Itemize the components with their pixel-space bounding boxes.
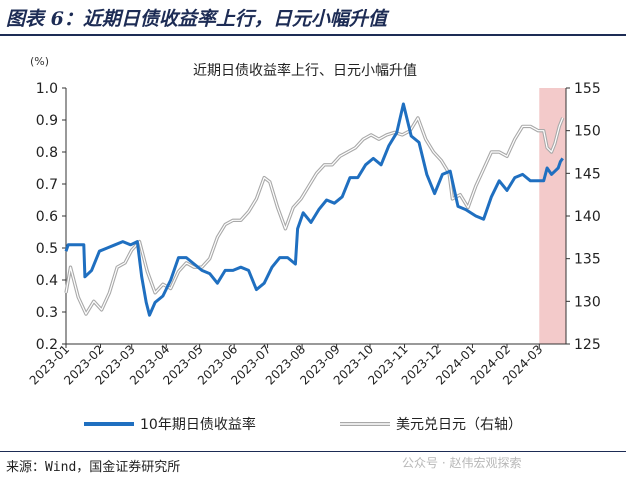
x-axis: 2023-012023-022023-032023-042023-052023-… — [27, 342, 546, 387]
highlight-band — [539, 88, 566, 344]
right-tick-label: 135 — [574, 252, 601, 268]
left-tick-label: 0.5 — [36, 241, 58, 257]
left-tick-label: 0.7 — [36, 177, 58, 193]
left-tick-label: 1.0 — [36, 81, 58, 97]
chart: 1.0 0.9 0.8 0.7 0.6 0.5 0.4 0.3 0.2 155 150 145 140… — [27, 55, 601, 433]
left-tick-label: 0.6 — [36, 209, 58, 225]
series-usdjpy-line-inner — [65, 117, 564, 315]
right-tick-label: 145 — [574, 166, 601, 182]
left-tick-label: 0.3 — [36, 305, 58, 321]
left-tick-label: 0.8 — [36, 145, 58, 161]
source-note: 来源：Wind，国金证券研究所 — [6, 460, 181, 475]
left-tick-label: 0.2 — [36, 337, 58, 353]
left-axis: 1.0 0.9 0.8 0.7 0.6 0.5 0.4 0.3 0.2 — [36, 81, 66, 353]
title-rule — [0, 34, 626, 36]
legend-label-usdjpy: 美元兑日元（右轴） — [396, 417, 522, 433]
figure-title: 图表 6：近期日债收益率上行，日元小幅升值 — [6, 8, 387, 30]
left-tick-label: 0.4 — [36, 273, 58, 289]
watermark: 公众号 · 赵伟宏观探索 — [402, 456, 522, 470]
chart-title: 近期日债收益率上行、日元小幅升值 — [193, 62, 417, 79]
left-tick-label: 0.9 — [36, 113, 58, 129]
right-tick-label: 130 — [574, 294, 601, 310]
right-tick-label: 155 — [574, 81, 601, 97]
series-jgb-line — [64, 102, 564, 317]
legend: 10年期日债收益率 美元兑日元（右轴） — [84, 416, 522, 433]
left-axis-unit: (%) — [30, 55, 49, 68]
right-tick-label: 150 — [574, 124, 601, 140]
bottom-rule — [0, 451, 626, 452]
right-tick-label: 125 — [574, 337, 601, 353]
right-tick-label: 140 — [574, 209, 601, 225]
right-axis: 155 150 145 140 135 130 125 — [566, 81, 601, 353]
legend-label-jgb: 10年期日债收益率 — [140, 416, 256, 433]
